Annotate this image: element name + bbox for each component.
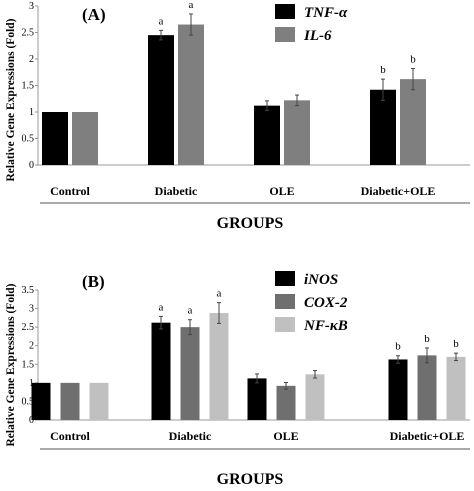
category-label: Diabetic+OLE [361, 184, 436, 198]
bar-COX-2-Control [60, 382, 80, 420]
y-tick-label: 2.5 [22, 322, 35, 333]
y-tick-label: 1.5 [22, 81, 35, 92]
y-tick-label: 0.5 [22, 396, 35, 407]
y-axis-label: Relative Gene Expressions (Fold) [5, 18, 17, 181]
x-axis-title: GROUPS [217, 215, 284, 232]
bar-NF-κB-OLE [305, 374, 325, 420]
bar-NF-κB-Diabetic+OLE [446, 356, 466, 420]
bar-IL-6-Control [72, 112, 98, 165]
y-tick-label: 0 [29, 160, 34, 171]
bar-COX-2-Diabetic+OLE [417, 355, 437, 420]
y-tick-label: 1 [29, 107, 34, 118]
bar-TNF-α-Control [42, 112, 68, 165]
legend-label: IL-6 [303, 28, 332, 44]
legend-swatch [275, 271, 295, 286]
legend-label: COX-2 [304, 295, 348, 311]
category-label: Diabetic [155, 184, 198, 198]
x-axis-title: GROUPS [217, 471, 284, 488]
significance-label: a [189, 0, 194, 11]
bar-IL-6-OLE [284, 100, 310, 165]
y-tick-label: 2.5 [22, 28, 35, 39]
significance-label: a [159, 15, 164, 27]
legend: TNF-α IL-6 [275, 4, 348, 44]
bar-TNF-α-OLE [254, 105, 280, 165]
legend: iNOS COX-2 NF-κB [275, 271, 348, 334]
significance-label: b [395, 341, 401, 353]
chart-panel-a: 0 0.5 1 1.5 2 2.5 3 Relative Gene Expressions (… [5, 0, 470, 232]
bar-COX-2-OLE [276, 385, 296, 420]
bar-NF-κB-Diabetic [209, 313, 229, 420]
significance-label: a [159, 301, 164, 313]
y-tick-label: 0 [29, 415, 34, 426]
category-label: Control [50, 184, 90, 198]
y-tick-label: 1.5 [22, 359, 35, 370]
category-label: Control [50, 429, 90, 443]
significance-label: b [424, 333, 430, 345]
bar-iNOS-Diabetic+OLE [388, 359, 408, 420]
y-tick-label: 2 [29, 341, 34, 352]
y-axis-label: Relative Gene Expressions (Fold) [5, 283, 17, 446]
significance-label: b [453, 338, 459, 350]
legend-label: iNOS [304, 272, 338, 288]
bar-NF-κB-Control [89, 382, 109, 420]
legend-swatch [275, 317, 295, 332]
y-tick-label: 3.5 [22, 285, 35, 296]
category-label: Diabetic [169, 429, 212, 443]
y-tick-label: 3 [29, 304, 34, 315]
bar-COX-2-Diabetic [180, 327, 200, 420]
category-label: OLE [269, 184, 294, 198]
category-label: OLE [273, 429, 298, 443]
bar-IL-6-Diabetic+OLE [400, 79, 426, 165]
legend-label: NF-κB [303, 318, 348, 334]
y-tick-label: 3 [29, 1, 34, 12]
bar-TNF-α-Diabetic+OLE [370, 89, 396, 165]
significance-label: b [410, 54, 416, 66]
legend-swatch [275, 27, 295, 42]
legend-swatch [275, 4, 295, 19]
bar-TNF-α-Diabetic [148, 35, 174, 166]
bar-iNOS-Control [31, 382, 51, 420]
legend-swatch [275, 294, 295, 309]
significance-label: b [380, 64, 386, 76]
panel-label: (A) [82, 5, 106, 24]
legend-label: TNF-α [304, 5, 348, 21]
bar-iNOS-Diabetic [151, 322, 171, 420]
y-tick-label: 2 [29, 54, 34, 65]
significance-label: a [188, 305, 193, 317]
significance-label: a [217, 288, 222, 300]
bar-iNOS-OLE [247, 378, 267, 420]
bar-IL-6-Diabetic [178, 24, 204, 165]
category-label: Diabetic+OLE [390, 429, 465, 443]
panel-label: (B) [82, 272, 105, 291]
y-tick-label: 0.5 [22, 134, 35, 145]
